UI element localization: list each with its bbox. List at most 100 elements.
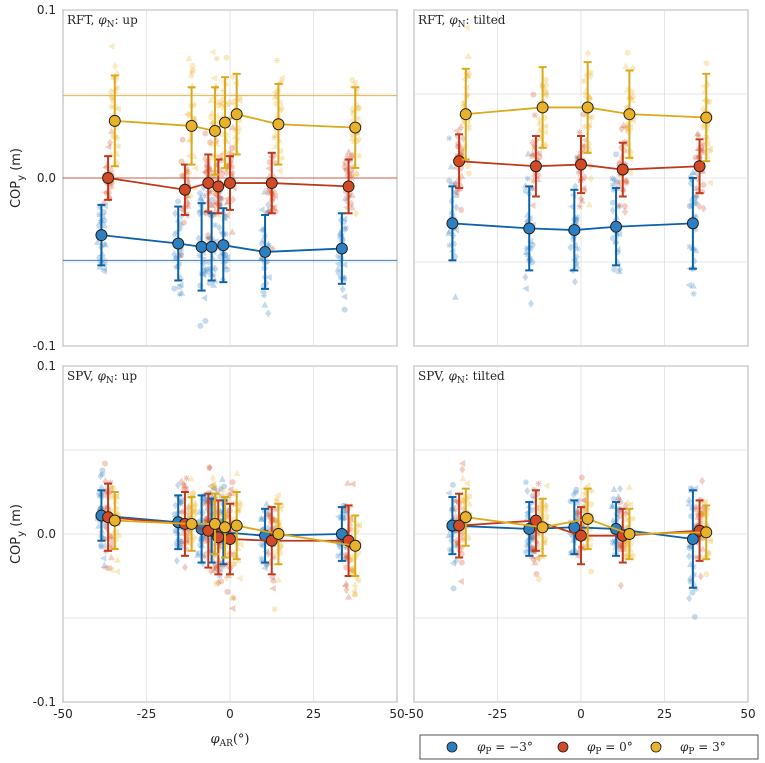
raw-point xyxy=(211,191,218,199)
raw-point xyxy=(261,292,268,299)
raw-point xyxy=(231,127,238,134)
raw-point xyxy=(524,251,531,258)
raw-point xyxy=(620,176,628,184)
raw-point xyxy=(580,111,587,118)
raw-point xyxy=(703,571,710,578)
raw-point xyxy=(210,484,218,491)
raw-point xyxy=(630,93,637,100)
raw-point xyxy=(96,211,103,218)
panel-title-text: SPV, xyxy=(67,369,98,383)
raw-point xyxy=(96,204,103,211)
raw-point xyxy=(692,246,700,254)
raw-point xyxy=(217,194,224,201)
y-tick-label: 0.1 xyxy=(37,359,56,373)
raw-point xyxy=(588,174,595,183)
raw-point xyxy=(107,165,115,173)
raw-point xyxy=(257,515,265,522)
raw-point xyxy=(176,537,184,545)
raw-point xyxy=(459,146,466,153)
x-tick-label: 25 xyxy=(306,707,321,721)
raw-point xyxy=(585,114,593,122)
raw-point xyxy=(458,530,465,537)
raw-point xyxy=(189,62,196,69)
raw-point xyxy=(622,538,629,545)
raw-point xyxy=(341,165,349,173)
raw-point xyxy=(185,503,193,510)
raw-point xyxy=(578,197,586,204)
raw-point xyxy=(184,166,191,173)
raw-point xyxy=(691,169,698,177)
raw-point xyxy=(586,541,593,549)
raw-point xyxy=(609,175,616,182)
raw-point xyxy=(100,265,107,273)
raw-point xyxy=(210,74,217,82)
raw-point xyxy=(197,194,205,201)
raw-point xyxy=(529,492,536,499)
raw-point xyxy=(216,200,223,207)
raw-point xyxy=(101,541,109,549)
raw-point xyxy=(205,259,212,266)
raw-point xyxy=(341,226,348,233)
raw-point xyxy=(211,565,218,572)
raw-point xyxy=(630,515,637,522)
raw-point xyxy=(616,178,623,185)
raw-point xyxy=(202,155,209,164)
raw-point xyxy=(268,573,275,581)
raw-point xyxy=(348,191,356,198)
panel-title-rest: : up xyxy=(114,369,138,383)
raw-point xyxy=(463,24,470,32)
mean-point-zero xyxy=(178,183,191,196)
raw-point xyxy=(453,189,460,197)
raw-point xyxy=(339,285,346,294)
raw-point xyxy=(452,505,459,514)
raw-point xyxy=(271,131,279,138)
raw-point xyxy=(524,150,532,157)
raw-point xyxy=(349,566,356,573)
raw-point xyxy=(101,188,109,196)
x-tick-label: -50 xyxy=(53,707,73,721)
raw-point xyxy=(217,99,225,107)
raw-point xyxy=(624,49,631,56)
raw-point xyxy=(185,509,192,518)
raw-point xyxy=(265,309,272,318)
raw-point xyxy=(230,184,237,192)
raw-point xyxy=(97,543,104,550)
raw-point xyxy=(218,195,225,202)
raw-point xyxy=(458,559,465,566)
raw-point xyxy=(615,203,622,210)
raw-point xyxy=(453,536,460,545)
raw-point xyxy=(218,166,225,173)
mean-point-zero xyxy=(575,529,587,542)
raw-point xyxy=(446,135,453,142)
raw-point xyxy=(581,123,588,130)
raw-point xyxy=(522,273,529,282)
raw-point xyxy=(259,240,266,247)
raw-point xyxy=(700,141,707,148)
raw-point xyxy=(225,98,232,107)
raw-point xyxy=(185,501,193,508)
raw-point xyxy=(177,498,184,505)
raw-point xyxy=(692,504,699,511)
raw-point xyxy=(585,200,593,208)
raw-point xyxy=(693,585,700,592)
raw-point xyxy=(610,235,617,242)
mean-point-neg3 xyxy=(195,240,208,253)
mean-point-neg3 xyxy=(217,239,230,252)
raw-point xyxy=(690,290,697,297)
mean-point-pos3 xyxy=(536,521,549,534)
raw-point xyxy=(450,497,457,504)
panel-title-text: SPV, xyxy=(418,369,449,383)
raw-point xyxy=(529,202,536,210)
raw-point xyxy=(580,489,588,497)
raw-point xyxy=(177,537,185,544)
mean-point-pos3 xyxy=(349,539,362,552)
raw-point xyxy=(177,500,184,507)
raw-point xyxy=(223,131,230,138)
raw-point xyxy=(615,230,623,238)
raw-point xyxy=(617,512,624,519)
raw-point xyxy=(706,145,713,153)
raw-point xyxy=(692,506,699,513)
raw-point xyxy=(621,124,629,132)
raw-point xyxy=(622,509,629,518)
raw-point xyxy=(542,88,549,95)
